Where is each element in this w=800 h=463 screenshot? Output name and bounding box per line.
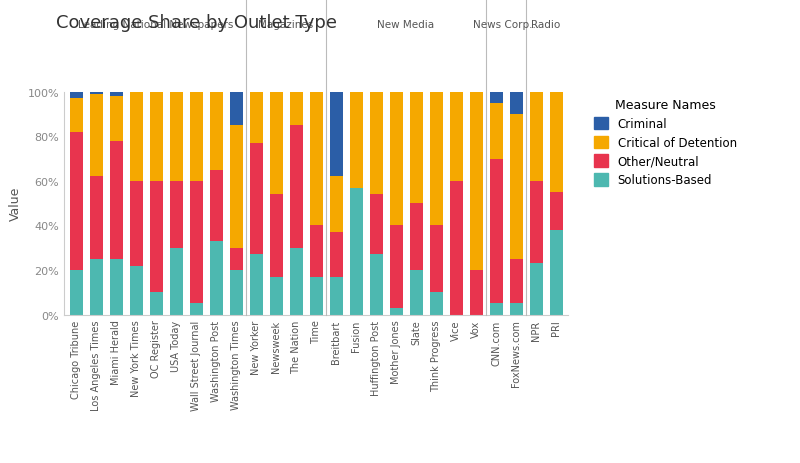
Bar bbox=[390, 226, 402, 308]
Bar bbox=[350, 188, 362, 315]
Bar bbox=[230, 126, 242, 248]
Bar bbox=[490, 159, 502, 304]
Bar bbox=[410, 270, 422, 315]
Bar bbox=[430, 293, 442, 315]
Bar bbox=[350, 93, 362, 188]
Bar bbox=[390, 308, 402, 315]
Bar bbox=[290, 93, 302, 126]
Bar bbox=[450, 181, 462, 315]
Bar bbox=[230, 248, 242, 270]
Bar bbox=[210, 170, 222, 242]
Bar bbox=[510, 259, 522, 304]
Bar bbox=[510, 304, 522, 315]
Bar bbox=[70, 99, 82, 132]
Bar bbox=[490, 104, 502, 159]
Bar bbox=[190, 181, 202, 304]
Legend: Criminal, Critical of Detention, Other/Neutral, Solutions-Based: Criminal, Critical of Detention, Other/N… bbox=[594, 99, 737, 187]
Bar bbox=[390, 93, 402, 226]
Bar bbox=[90, 259, 102, 315]
Bar bbox=[370, 93, 382, 195]
Bar bbox=[290, 126, 302, 248]
Bar bbox=[90, 177, 102, 259]
Bar bbox=[70, 132, 82, 270]
Bar bbox=[550, 193, 562, 231]
Bar bbox=[170, 248, 182, 315]
Bar bbox=[530, 264, 542, 315]
Bar bbox=[70, 93, 82, 99]
Bar bbox=[330, 277, 342, 315]
Bar bbox=[430, 226, 442, 293]
Bar bbox=[150, 93, 162, 181]
Bar bbox=[410, 204, 422, 270]
Bar bbox=[190, 93, 202, 181]
Bar bbox=[270, 277, 282, 315]
Bar bbox=[490, 93, 502, 104]
Bar bbox=[170, 93, 182, 181]
Bar bbox=[250, 144, 262, 255]
Bar bbox=[450, 93, 462, 181]
Bar bbox=[510, 93, 522, 115]
Text: Radio: Radio bbox=[531, 20, 561, 31]
Bar bbox=[230, 93, 242, 126]
Bar bbox=[110, 93, 122, 97]
Bar bbox=[190, 304, 202, 315]
Bar bbox=[370, 255, 382, 315]
Bar bbox=[290, 248, 302, 315]
Bar bbox=[550, 93, 562, 193]
Bar bbox=[330, 232, 342, 277]
Bar bbox=[210, 242, 222, 315]
Bar bbox=[90, 95, 102, 177]
Bar bbox=[130, 181, 142, 266]
Bar bbox=[230, 270, 242, 315]
Text: New Media: New Media bbox=[378, 20, 434, 31]
Bar bbox=[150, 181, 162, 293]
Bar bbox=[430, 93, 442, 226]
Bar bbox=[110, 97, 122, 142]
Bar bbox=[130, 93, 142, 181]
Text: News Corp...: News Corp... bbox=[473, 20, 539, 31]
Bar bbox=[330, 177, 342, 232]
Bar bbox=[250, 93, 262, 144]
Bar bbox=[270, 195, 282, 277]
Bar bbox=[530, 93, 542, 181]
Bar bbox=[110, 259, 122, 315]
Bar bbox=[110, 142, 122, 259]
Bar bbox=[270, 93, 282, 195]
Bar bbox=[70, 270, 82, 315]
Bar bbox=[310, 277, 322, 315]
Bar bbox=[150, 293, 162, 315]
Y-axis label: Value: Value bbox=[9, 187, 22, 221]
Bar bbox=[530, 181, 542, 264]
Bar bbox=[410, 93, 422, 204]
Bar bbox=[490, 304, 502, 315]
Text: Magazines: Magazines bbox=[258, 20, 314, 31]
Text: Coverage Share by Outlet Type: Coverage Share by Outlet Type bbox=[56, 14, 337, 32]
Bar bbox=[130, 266, 142, 315]
Bar bbox=[330, 93, 342, 177]
Bar bbox=[210, 93, 222, 170]
Bar bbox=[170, 181, 182, 248]
Bar bbox=[470, 270, 482, 315]
Bar bbox=[470, 93, 482, 270]
Bar bbox=[250, 255, 262, 315]
Bar bbox=[310, 226, 322, 277]
Bar bbox=[90, 93, 102, 95]
Bar bbox=[370, 195, 382, 255]
Bar bbox=[510, 115, 522, 259]
Bar bbox=[310, 93, 322, 226]
Bar bbox=[550, 231, 562, 315]
Text: Leading National Newspapers: Leading National Newspapers bbox=[78, 20, 234, 31]
